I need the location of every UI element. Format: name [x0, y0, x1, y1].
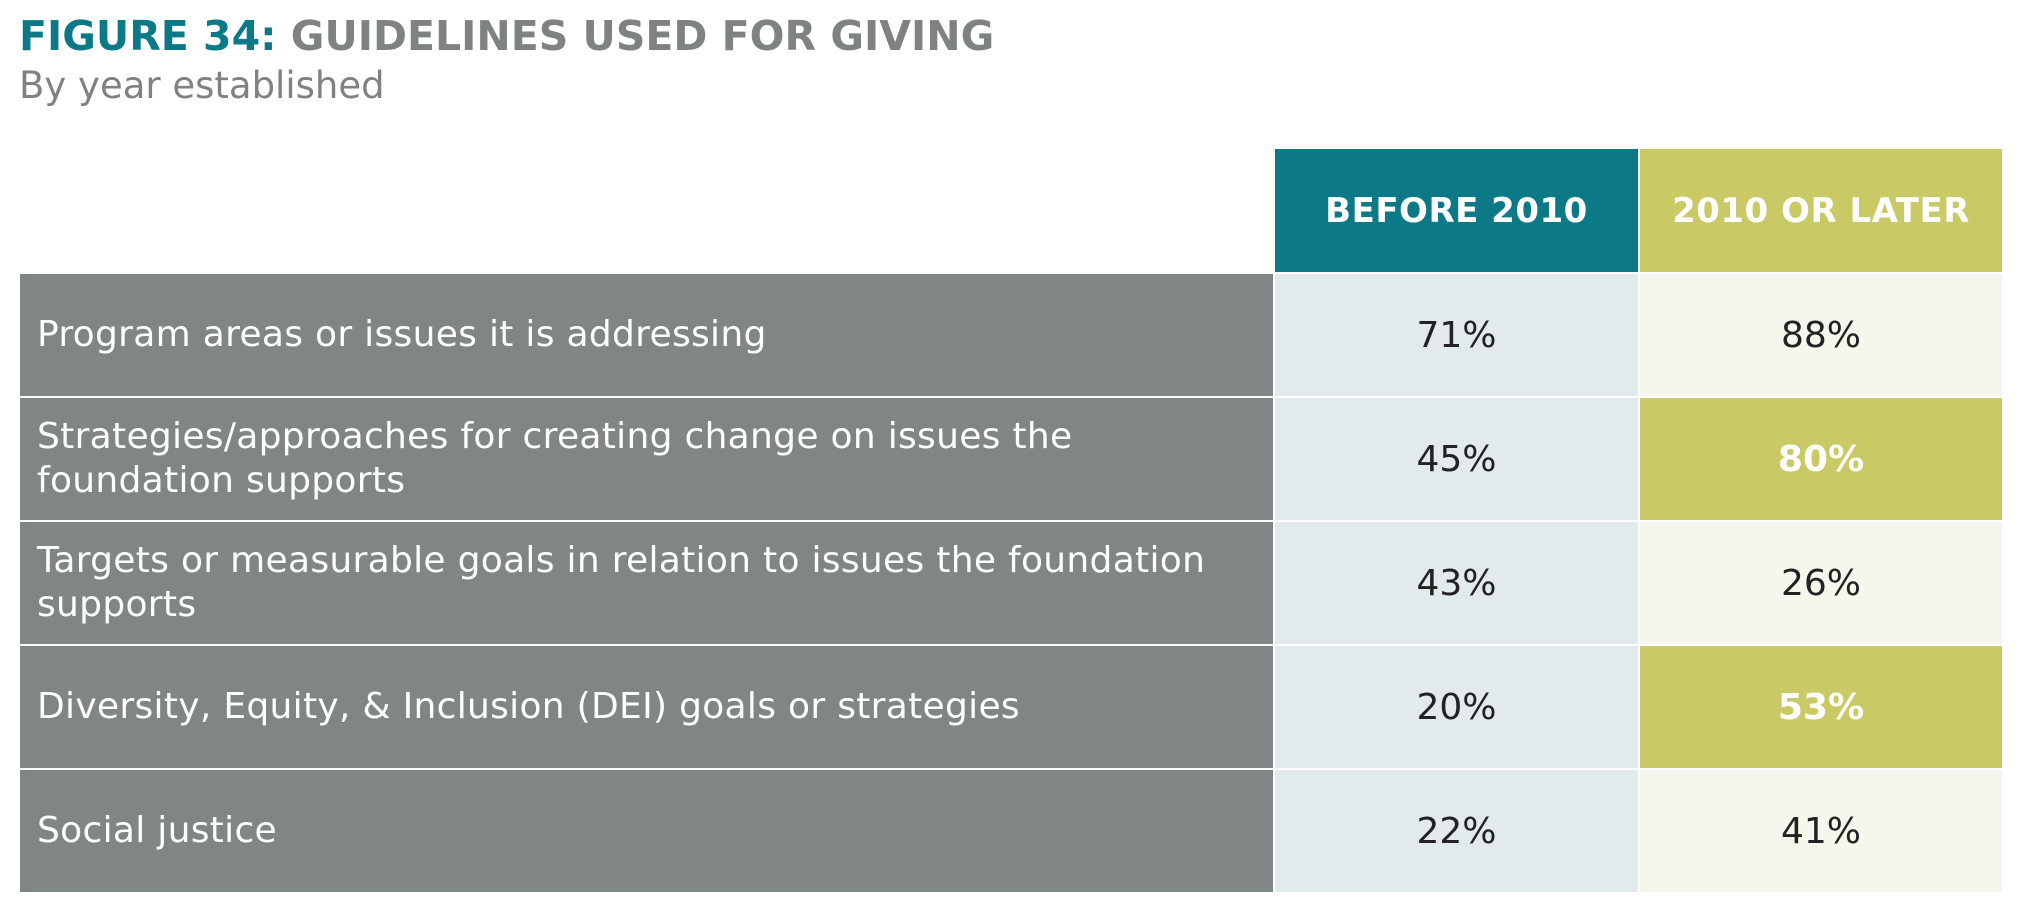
figure-subtitle: By year established [19, 64, 385, 107]
value-before-2010: 43% [1275, 522, 1638, 644]
row-label: Strategies/approaches for creating chang… [20, 398, 1273, 520]
row-label: Diversity, Equity, & Inclusion (DEI) goa… [20, 646, 1273, 768]
value-2010-or-later: 26% [1640, 522, 2002, 644]
row-label: Social justice [20, 770, 1273, 892]
value-before-2010: 45% [1275, 398, 1638, 520]
column-header-before-2010: BEFORE 2010 [1275, 149, 1638, 272]
value-2010-or-later: 41% [1640, 770, 2002, 892]
column-header-2010-or-later: 2010 OR LATER [1640, 149, 2002, 272]
value-before-2010: 22% [1275, 770, 1638, 892]
table-row: Social justice 22% 41% [20, 770, 2002, 892]
table-row: Diversity, Equity, & Inclusion (DEI) goa… [20, 646, 2002, 768]
value-before-2010: 71% [1275, 274, 1638, 396]
figure-name: GUIDELINES USED FOR GIVING [290, 12, 995, 60]
value-2010-or-later: 53% [1640, 646, 2002, 768]
figure-number: FIGURE 34: [19, 12, 277, 60]
value-2010-or-later: 80% [1640, 398, 2002, 520]
table-row: Targets or measurable goals in relation … [20, 522, 2002, 644]
table-row: Strategies/approaches for creating chang… [20, 398, 2002, 520]
row-label: Targets or measurable goals in relation … [20, 522, 1273, 644]
table-row: Program areas or issues it is addressing… [20, 274, 2002, 396]
value-before-2010: 20% [1275, 646, 1638, 768]
value-2010-or-later: 88% [1640, 274, 2002, 396]
figure-title: FIGURE 34: GUIDELINES USED FOR GIVING [19, 12, 994, 60]
row-label: Program areas or issues it is addressing [20, 274, 1273, 396]
